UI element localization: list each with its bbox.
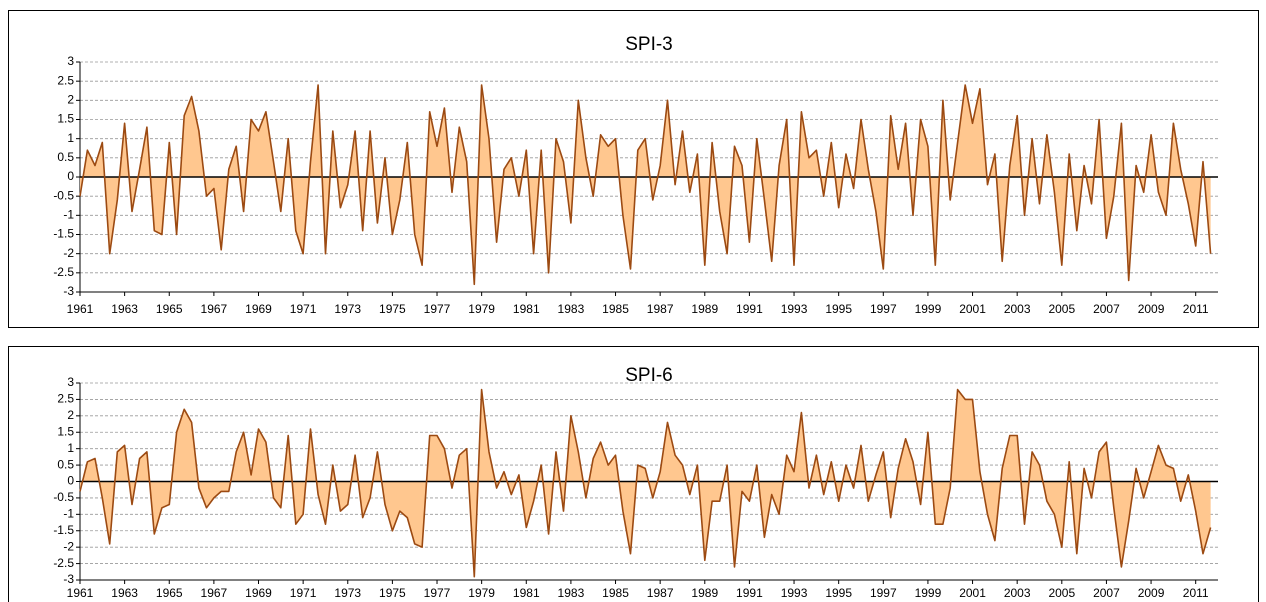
x-tick-label: 1983	[558, 586, 585, 600]
y-tick-label: -0.5	[53, 188, 74, 202]
x-tick-label: 1989	[691, 302, 718, 316]
x-tick-label: 1997	[870, 586, 897, 600]
y-tick-label: -1.5	[53, 523, 74, 537]
y-tick-label: 2	[67, 408, 74, 422]
series-line	[79, 84, 1212, 286]
x-tick-label: 1981	[513, 586, 540, 600]
x-tick-label: 1973	[334, 302, 361, 316]
x-tick-label: 1961	[67, 302, 94, 316]
x-tick-label: 1979	[468, 302, 495, 316]
y-tick-label: -3	[63, 284, 74, 298]
x-tick-label: 2003	[1004, 302, 1031, 316]
x-tick-label: 1975	[379, 302, 406, 316]
x-tick-label: 2001	[959, 302, 986, 316]
series-line	[79, 388, 1212, 578]
y-tick-label: 2.5	[57, 73, 74, 87]
x-tick-label: 1975	[379, 586, 406, 600]
x-tick-label: 1961	[67, 586, 94, 600]
x-tick-label: 1963	[111, 586, 138, 600]
x-tick-label: 1995	[825, 302, 852, 316]
y-tick-label: -3	[63, 572, 74, 586]
x-tick-label: 2009	[1138, 586, 1165, 600]
x-tick-label: 1985	[602, 302, 629, 316]
x-tick-label: 2011	[1183, 302, 1209, 316]
x-tick-label: 2007	[1093, 586, 1120, 600]
y-tick-label: 0.5	[57, 457, 74, 471]
x-tick-label: 1981	[513, 302, 540, 316]
y-tick-label: -0.5	[53, 490, 74, 504]
x-tick-label: 2005	[1048, 302, 1075, 316]
panel-frame	[8, 346, 1259, 602]
y-tick-label: 2.5	[57, 392, 74, 406]
x-tick-label: 1969	[245, 302, 272, 316]
y-tick-label: -1	[63, 208, 74, 222]
x-tick-label: 1967	[201, 302, 228, 316]
x-tick-label: 1969	[245, 586, 272, 600]
chart-title: SPI-3	[625, 34, 673, 55]
x-tick-label: 1971	[290, 302, 317, 316]
x-tick-label: 1989	[691, 586, 718, 600]
x-tick-label: 2003	[1004, 586, 1031, 600]
x-tick-label: 2001	[959, 586, 986, 600]
y-tick-label: 0.5	[57, 150, 74, 164]
x-tick-label: 1977	[424, 302, 451, 316]
y-tick-label: -2	[63, 539, 74, 553]
x-tick-label: 1965	[156, 302, 183, 316]
x-tick-label: 1991	[736, 302, 763, 316]
x-tick-label: 1987	[647, 302, 674, 316]
x-tick-label: 1963	[111, 302, 138, 316]
y-tick-label: -2.5	[53, 556, 74, 570]
y-tick-label: 0	[67, 474, 74, 488]
y-tick-label: 3	[67, 375, 74, 389]
x-tick-label: 1993	[781, 586, 808, 600]
y-tick-label: -2	[63, 246, 74, 260]
x-tick-label: 1965	[156, 586, 183, 600]
x-tick-label: 1977	[424, 586, 451, 600]
area-fill	[80, 389, 1211, 577]
x-tick-label: 2009	[1138, 302, 1165, 316]
x-tick-label: 1967	[201, 586, 228, 600]
y-tick-label: 1	[67, 131, 74, 145]
y-tick-label: 1	[67, 441, 74, 455]
x-tick-label: 1973	[334, 586, 361, 600]
y-tick-label: 1.5	[57, 424, 74, 438]
panel-frame	[8, 10, 1259, 328]
y-tick-label: -2.5	[53, 265, 74, 279]
x-tick-label: 1971	[290, 586, 317, 600]
x-tick-label: 1997	[870, 302, 897, 316]
x-tick-label: 1983	[558, 302, 585, 316]
x-tick-label: 2005	[1048, 586, 1075, 600]
y-tick-label: 0	[67, 169, 74, 183]
y-tick-label: 3	[67, 54, 74, 68]
x-tick-label: 1991	[736, 586, 763, 600]
x-tick-label: 1987	[647, 586, 674, 600]
chart-title: SPI-6	[625, 365, 673, 386]
x-tick-label: 1999	[915, 302, 942, 316]
x-tick-label: 1979	[468, 586, 495, 600]
x-tick-label: 2007	[1093, 302, 1120, 316]
y-tick-label: -1.5	[53, 227, 74, 241]
y-tick-label: 2	[67, 93, 74, 107]
x-tick-label: 1993	[781, 302, 808, 316]
y-tick-label: 1.5	[57, 112, 74, 126]
y-tick-label: -1	[63, 507, 74, 521]
x-tick-label: 1995	[825, 586, 852, 600]
x-tick-label: 1985	[602, 586, 629, 600]
x-tick-label: 1999	[915, 586, 942, 600]
x-tick-label: 2011	[1183, 586, 1209, 600]
